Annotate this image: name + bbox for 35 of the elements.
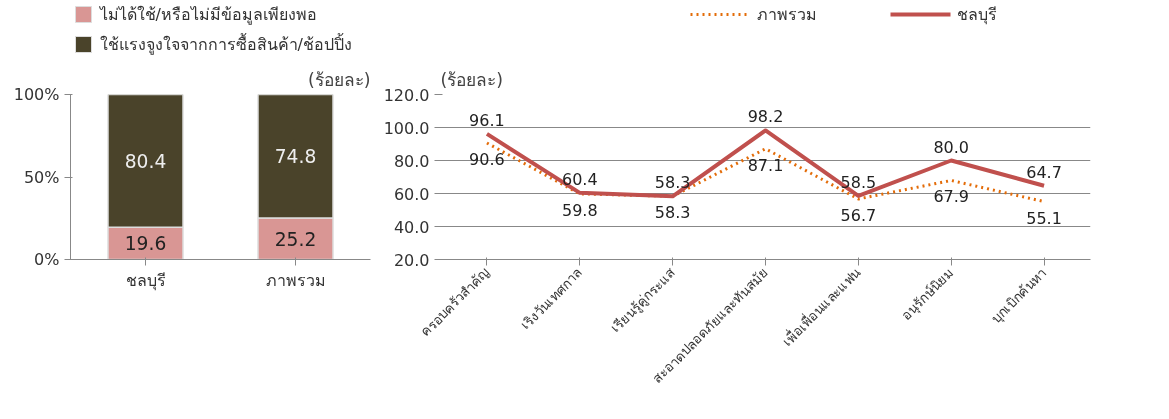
y-tick-label: 80.0	[393, 151, 430, 171]
y-tick-label: 120.0	[383, 85, 430, 105]
data-label: 98.2	[747, 107, 784, 127]
data-label: 87.1	[747, 155, 784, 175]
data-label: 58.3	[654, 203, 691, 223]
data-label: 80.0	[933, 137, 970, 157]
data-label: 67.9	[933, 187, 970, 207]
legend-label: ไม่ได้ใช้/หรือไม่มีข้อมูลเพียงพอ	[97, 5, 317, 25]
y-tick-label: 60.0	[393, 184, 430, 204]
legend-label: ใช้แรงจูงใจจากการซื้อสินค้า/ช้อปปิ้ง	[99, 33, 352, 55]
data-label: 96.1	[469, 110, 505, 130]
data-label: 19.6	[124, 233, 167, 255]
legend-label: ชลบุรี	[956, 5, 997, 25]
x-tick-label: ภาพรวม	[265, 270, 326, 290]
data-label: 80.4	[124, 150, 167, 172]
y-tick-label: 50%	[23, 167, 60, 187]
data-label: 55.1	[1026, 208, 1062, 228]
data-label: 74.8	[274, 146, 317, 168]
data-label: 56.7	[840, 205, 877, 225]
data-label: 60.4	[561, 169, 598, 189]
y-axis-title: (ร้อยละ)	[307, 69, 371, 90]
data-label: 90.6	[469, 150, 505, 170]
data-label: 59.8	[561, 200, 598, 220]
y-tick-label: 100.0	[383, 118, 430, 138]
y-tick-label: 100%	[13, 85, 60, 104]
x-tick-label: ชลบุรี	[125, 270, 166, 291]
data-label: 25.2	[274, 228, 317, 250]
y-axis-title: (ร้อยละ)	[440, 69, 504, 90]
y-tick-label: 40.0	[393, 217, 430, 237]
data-label: 64.7	[1026, 162, 1062, 182]
data-label: 58.5	[840, 172, 877, 192]
legend-label: ภาพรวม	[756, 5, 817, 24]
y-tick-label: 0%	[34, 250, 60, 269]
data-label: 58.3	[654, 173, 691, 193]
y-tick-label: 20.0	[393, 250, 430, 270]
